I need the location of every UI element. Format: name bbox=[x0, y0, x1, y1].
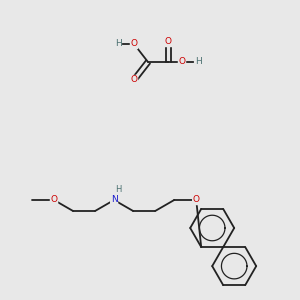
Text: O: O bbox=[178, 58, 185, 67]
Text: O: O bbox=[193, 196, 200, 205]
Text: O: O bbox=[130, 76, 137, 85]
Text: O: O bbox=[164, 38, 172, 46]
Text: H: H bbox=[115, 40, 122, 49]
Text: H: H bbox=[195, 58, 201, 67]
Text: O: O bbox=[50, 196, 58, 205]
Text: O: O bbox=[130, 40, 137, 49]
Text: H: H bbox=[115, 185, 121, 194]
Text: N: N bbox=[111, 196, 118, 205]
